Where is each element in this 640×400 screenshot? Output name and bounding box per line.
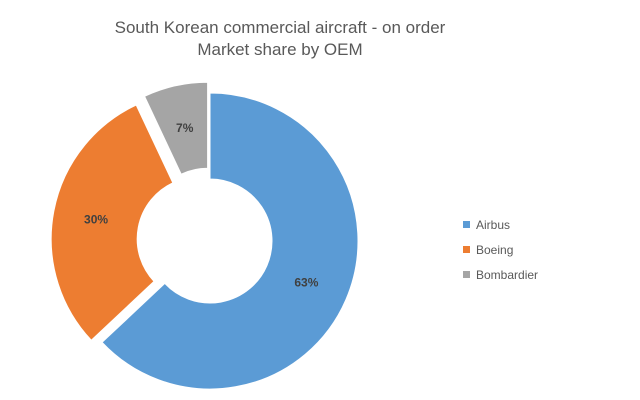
legend-item-bombardier: Bombardier: [463, 262, 538, 287]
legend-swatch-airbus: [463, 221, 470, 228]
legend-swatch-boeing: [463, 246, 470, 253]
legend: Airbus Boeing Bombardier: [463, 212, 538, 287]
chart-title: South Korean commercial aircraft - on or…: [114, 18, 446, 37]
data-label-airbus: 63%: [294, 276, 318, 290]
slice-airbus: [101, 92, 359, 390]
chart-subtitle: Market share by OEM: [197, 40, 363, 59]
legend-label-airbus: Airbus: [476, 217, 511, 232]
data-label-bombardier: 7%: [176, 121, 194, 135]
legend-label-bombardier: Bombardier: [476, 267, 539, 282]
legend-item-airbus: Airbus: [463, 212, 538, 237]
slice-bombardier: [143, 81, 209, 175]
slice-boeing: [50, 104, 174, 341]
legend-item-boeing: Boeing: [463, 237, 538, 262]
legend-label-boeing: Boeing: [476, 242, 514, 257]
chart-title-block: South Korean commercial aircraft - on or…: [60, 17, 500, 61]
legend-swatch-bombardier: [463, 271, 470, 278]
data-label-boeing: 30%: [84, 212, 108, 226]
